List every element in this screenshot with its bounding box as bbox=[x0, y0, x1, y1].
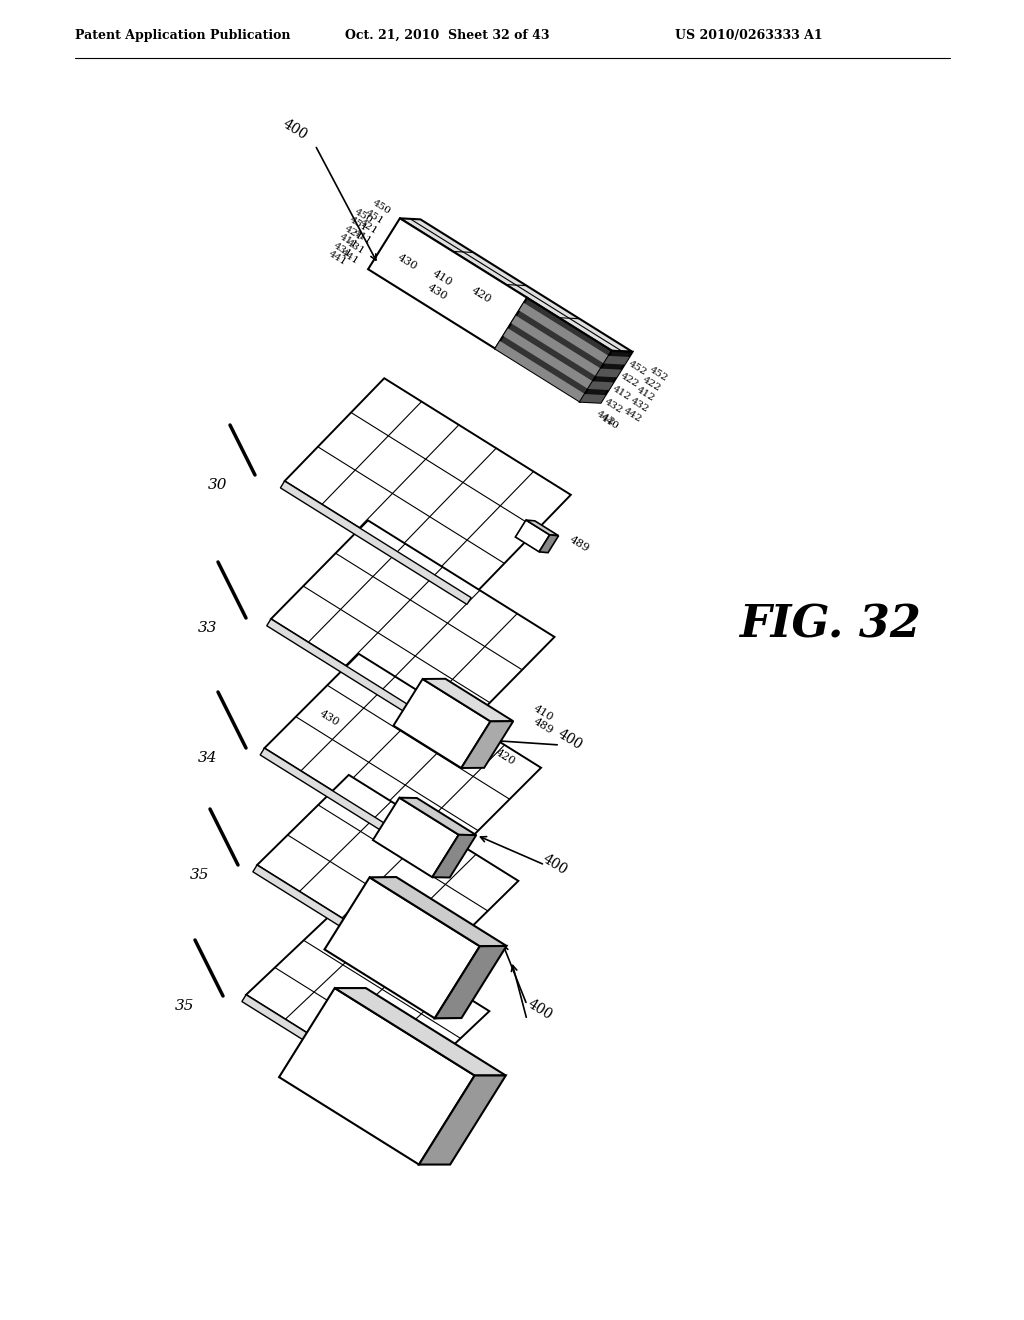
Text: 432: 432 bbox=[603, 397, 625, 414]
Text: FIG. 32: FIG. 32 bbox=[739, 603, 921, 647]
Polygon shape bbox=[515, 520, 550, 552]
Polygon shape bbox=[280, 989, 475, 1164]
Text: 441: 441 bbox=[339, 248, 360, 267]
Text: US 2010/0263333 A1: US 2010/0263333 A1 bbox=[675, 29, 822, 41]
Polygon shape bbox=[335, 989, 506, 1076]
Text: 431: 431 bbox=[332, 240, 353, 259]
Polygon shape bbox=[581, 395, 605, 403]
Polygon shape bbox=[242, 995, 403, 1100]
Text: 450: 450 bbox=[371, 198, 392, 215]
Polygon shape bbox=[370, 876, 507, 946]
Polygon shape bbox=[519, 302, 608, 363]
Polygon shape bbox=[503, 329, 593, 389]
Polygon shape bbox=[581, 351, 633, 403]
Text: 400: 400 bbox=[555, 727, 585, 752]
Text: 420: 420 bbox=[470, 285, 494, 305]
Polygon shape bbox=[496, 341, 585, 401]
Text: 441: 441 bbox=[327, 249, 348, 268]
Polygon shape bbox=[281, 480, 471, 605]
Text: 430: 430 bbox=[317, 709, 341, 729]
Text: 410: 410 bbox=[431, 268, 455, 288]
Text: 450: 450 bbox=[353, 207, 375, 224]
Text: 422: 422 bbox=[641, 375, 663, 393]
Polygon shape bbox=[368, 218, 527, 348]
Text: 400: 400 bbox=[281, 117, 310, 143]
Polygon shape bbox=[264, 653, 541, 862]
Text: 411: 411 bbox=[337, 232, 358, 251]
Text: 400: 400 bbox=[540, 853, 570, 878]
Polygon shape bbox=[432, 834, 476, 878]
Text: 442: 442 bbox=[622, 405, 643, 424]
Polygon shape bbox=[435, 946, 507, 1018]
Text: 35: 35 bbox=[190, 869, 210, 882]
Polygon shape bbox=[588, 381, 613, 389]
Text: 452: 452 bbox=[627, 359, 648, 376]
Text: 35: 35 bbox=[175, 999, 195, 1012]
Polygon shape bbox=[271, 520, 555, 735]
Polygon shape bbox=[373, 797, 459, 878]
Text: 400: 400 bbox=[525, 997, 555, 1023]
Polygon shape bbox=[253, 865, 427, 978]
Polygon shape bbox=[423, 678, 513, 721]
Text: 412: 412 bbox=[611, 384, 633, 403]
Text: 451: 451 bbox=[365, 207, 386, 226]
Text: 33: 33 bbox=[199, 620, 218, 635]
Text: 489: 489 bbox=[531, 717, 555, 737]
Polygon shape bbox=[285, 379, 570, 598]
Polygon shape bbox=[461, 721, 513, 768]
Text: 30: 30 bbox=[208, 478, 227, 492]
Text: 410: 410 bbox=[531, 704, 555, 723]
Text: 430: 430 bbox=[426, 282, 449, 302]
Polygon shape bbox=[399, 797, 476, 836]
Polygon shape bbox=[325, 878, 480, 1018]
Polygon shape bbox=[604, 356, 630, 364]
Text: 452: 452 bbox=[647, 366, 669, 383]
Text: 432: 432 bbox=[629, 396, 650, 414]
Text: 431: 431 bbox=[345, 239, 367, 256]
Text: 420: 420 bbox=[494, 747, 517, 767]
Text: 411: 411 bbox=[351, 228, 373, 247]
Text: 440: 440 bbox=[598, 413, 620, 432]
Text: 489: 489 bbox=[568, 533, 591, 553]
Polygon shape bbox=[511, 315, 601, 376]
Text: 442: 442 bbox=[595, 409, 616, 428]
Polygon shape bbox=[419, 1076, 506, 1164]
Polygon shape bbox=[596, 368, 622, 378]
Polygon shape bbox=[539, 535, 559, 553]
Polygon shape bbox=[400, 218, 633, 352]
Polygon shape bbox=[260, 748, 446, 869]
Text: 412: 412 bbox=[635, 385, 656, 404]
Text: Oct. 21, 2010  Sheet 32 of 43: Oct. 21, 2010 Sheet 32 of 43 bbox=[345, 29, 550, 41]
Text: 422: 422 bbox=[618, 371, 641, 389]
Polygon shape bbox=[393, 678, 490, 768]
Polygon shape bbox=[266, 619, 458, 742]
Text: 421: 421 bbox=[342, 223, 365, 242]
Polygon shape bbox=[246, 913, 489, 1093]
Text: 451: 451 bbox=[348, 215, 370, 234]
Polygon shape bbox=[526, 520, 559, 536]
Text: Patent Application Publication: Patent Application Publication bbox=[75, 29, 291, 41]
Polygon shape bbox=[257, 775, 518, 972]
Polygon shape bbox=[496, 298, 612, 401]
Text: 34: 34 bbox=[199, 751, 218, 766]
Text: 430: 430 bbox=[396, 252, 420, 272]
Text: 421: 421 bbox=[357, 218, 379, 236]
